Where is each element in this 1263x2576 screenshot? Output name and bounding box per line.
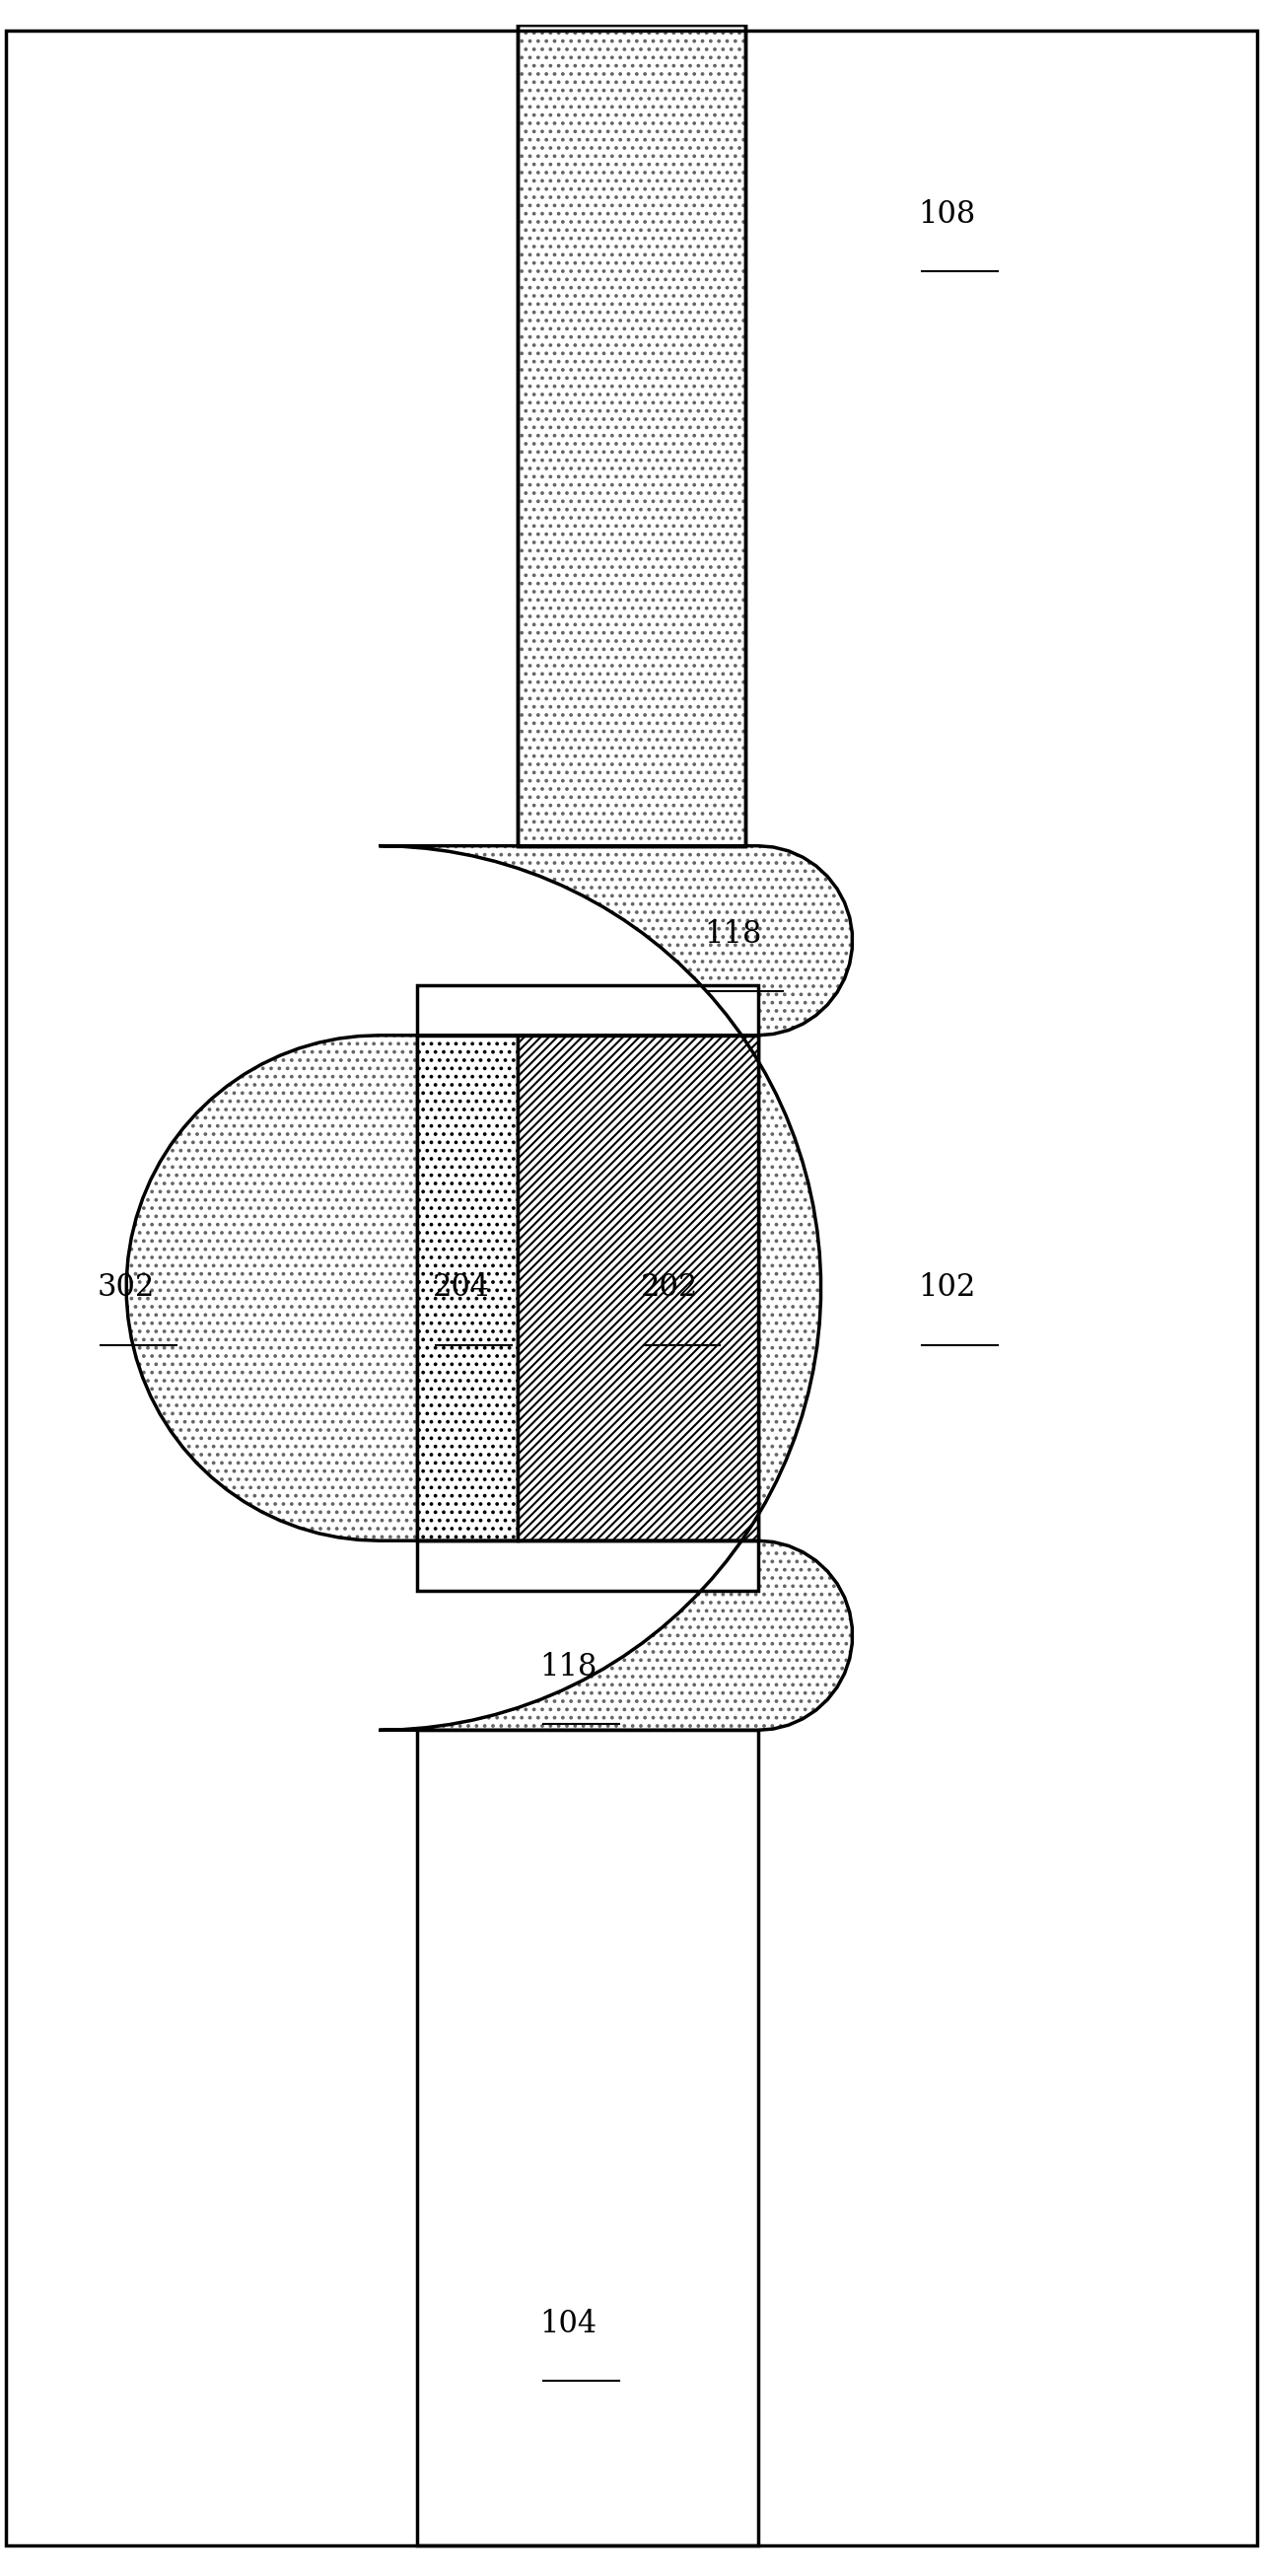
Bar — [417, 1540, 758, 1592]
Text: 104: 104 — [539, 2308, 597, 2339]
Text: 302: 302 — [97, 1273, 155, 1303]
Bar — [417, 1731, 758, 2545]
Bar — [518, 1036, 758, 1540]
Text: 118: 118 — [539, 1651, 597, 1682]
Bar — [518, 1036, 758, 1540]
Bar — [758, 26, 1263, 2550]
Text: 102: 102 — [918, 1273, 976, 1303]
Bar — [417, 1036, 518, 1540]
Text: 108: 108 — [918, 198, 976, 229]
Bar — [417, 984, 758, 1036]
Text: 118: 118 — [703, 920, 762, 951]
Bar — [518, 26, 745, 845]
Bar — [518, 26, 745, 845]
PathPatch shape — [126, 845, 853, 1731]
Bar — [518, 26, 745, 845]
Text: 202: 202 — [640, 1273, 698, 1303]
Bar — [518, 26, 745, 845]
Bar — [0, 1731, 1263, 2550]
Bar — [417, 1036, 518, 1540]
Text: 204: 204 — [432, 1273, 490, 1303]
Bar — [0, 26, 1263, 845]
